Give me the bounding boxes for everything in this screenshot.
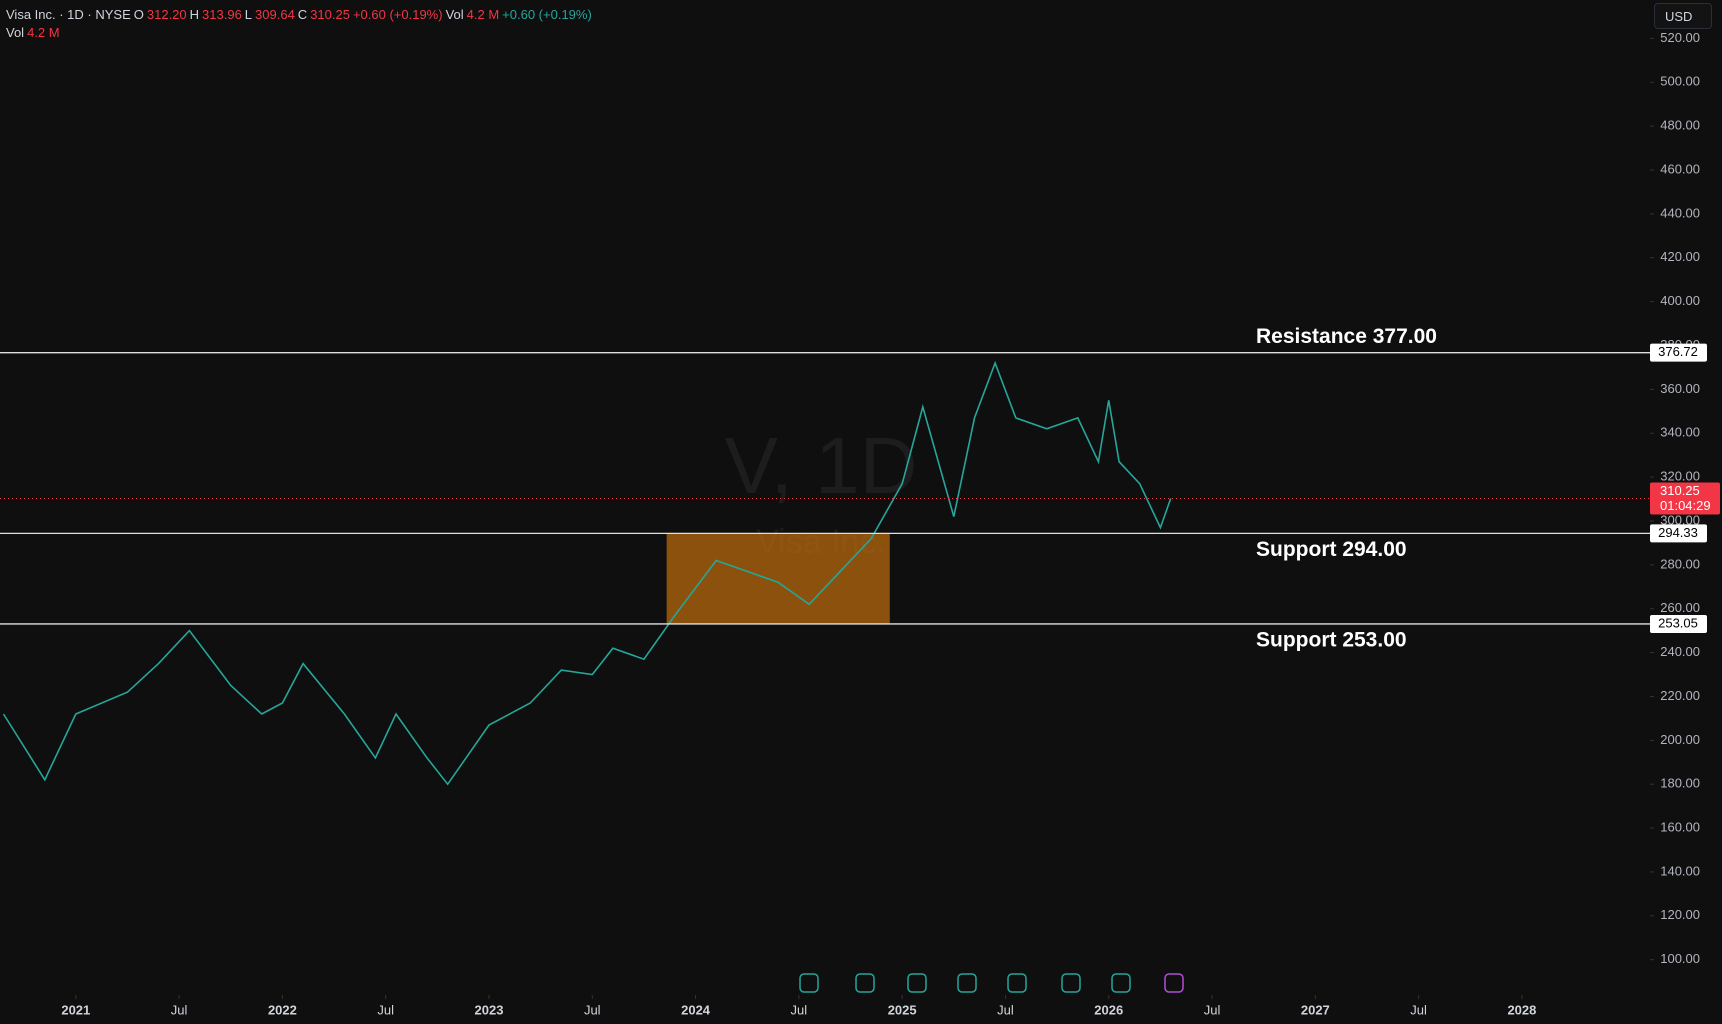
header-text: 4.2 M	[466, 7, 500, 22]
x-tick-label: Jul	[377, 1002, 394, 1017]
x-tick-label: 2026	[1094, 1002, 1123, 1017]
y-tick-label: 180.00	[1660, 776, 1700, 791]
level-tag	[1650, 343, 1707, 362]
x-tick-label: 2025	[888, 1002, 917, 1017]
header-text: O	[133, 7, 144, 22]
y-tick-label: 100.00	[1660, 951, 1700, 966]
x-tick-label: Jul	[791, 1002, 808, 1017]
level-note: Support 253.00	[1256, 629, 1407, 652]
y-tick-label: 420.00	[1660, 249, 1700, 264]
level-note: Support 294.00	[1256, 538, 1407, 561]
y-tick-label: 500.00	[1660, 74, 1700, 89]
level-note: Resistance 377.00	[1256, 325, 1437, 348]
level-tag	[1650, 524, 1707, 543]
y-tick-label: 160.00	[1660, 820, 1700, 835]
price-line	[2, 360, 1172, 786]
y-tick-label: 460.00	[1660, 161, 1700, 176]
level-tag-label: 294.33	[1658, 525, 1698, 540]
y-tick-label: 240.00	[1660, 644, 1700, 659]
y-tick-label: 320.00	[1660, 469, 1700, 484]
currency-button[interactable]: USD	[1654, 3, 1712, 29]
header-text: 4.2 M	[27, 25, 60, 40]
header-text: L	[244, 7, 253, 22]
x-tick-label: 2027	[1301, 1002, 1330, 1017]
y-tick-label: 140.00	[1660, 863, 1700, 878]
header-text: 309.64	[255, 7, 295, 22]
y-tick-label: 260.00	[1660, 600, 1700, 615]
header-text: +0.60 (+0.19%)	[352, 7, 443, 22]
x-tick-label: 2024	[681, 1002, 711, 1017]
x-tick-label: Jul	[997, 1002, 1014, 1017]
x-tick-label: Jul	[1410, 1002, 1427, 1017]
x-tick-label: 2022	[268, 1002, 297, 1017]
header-text: +0.60 (+0.19%)	[502, 7, 592, 22]
earnings-markers	[799, 973, 1184, 993]
x-tick-label: 2023	[475, 1002, 504, 1017]
last-price-label: 310.25	[1660, 483, 1700, 498]
header-text: Vol	[6, 25, 25, 40]
countdown-label: 01:04:29	[1660, 498, 1711, 513]
header-text: Visa Inc. · 1D · NYSE	[6, 7, 131, 22]
header-text: Vol	[445, 7, 464, 22]
y-tick-label: 120.00	[1660, 907, 1700, 922]
y-tick-label: 340.00	[1660, 425, 1700, 440]
level-tag-label: 253.05	[1658, 615, 1698, 630]
y-tick-label: 440.00	[1660, 205, 1700, 220]
header-text: C	[297, 7, 308, 22]
y-tick-label: 220.00	[1660, 688, 1700, 703]
x-tick-label: Jul	[1204, 1002, 1221, 1017]
y-tick-label: 300.00	[1660, 512, 1700, 527]
header-text: 310.25	[310, 7, 350, 22]
y-tick-label: 520.00	[1660, 30, 1700, 45]
y-tick-label: 360.00	[1660, 381, 1700, 396]
x-tick-label: 2021	[61, 1002, 90, 1017]
y-tick-label: 400.00	[1660, 293, 1700, 308]
volume-row: Vol 4.2 M	[6, 24, 595, 42]
x-tick-label: 2028	[1507, 1002, 1536, 1017]
watermark: V, 1D	[725, 421, 918, 510]
ohlc-row: Visa Inc. · 1D · NYSE O 312.20 H 313.96 L 309.…	[6, 6, 595, 24]
y-tick-label: 480.00	[1660, 118, 1700, 133]
header-text: 313.96	[202, 7, 242, 22]
level-tag	[1650, 614, 1707, 633]
symbol-header: Visa Inc. · 1D · NYSE O 312.20 H 313.96 L 309.…	[6, 6, 595, 42]
y-tick-label: 280.00	[1660, 556, 1700, 571]
last-price-tag	[1650, 482, 1720, 515]
y-tick-label: 200.00	[1660, 732, 1700, 747]
header-text: 312.20	[146, 7, 187, 22]
highlight-zone	[666, 533, 890, 624]
header-text: H	[189, 7, 200, 22]
x-tick-label: Jul	[584, 1002, 601, 1017]
x-tick-label: Jul	[171, 1002, 188, 1017]
level-tag-label: 376.72	[1658, 344, 1698, 359]
